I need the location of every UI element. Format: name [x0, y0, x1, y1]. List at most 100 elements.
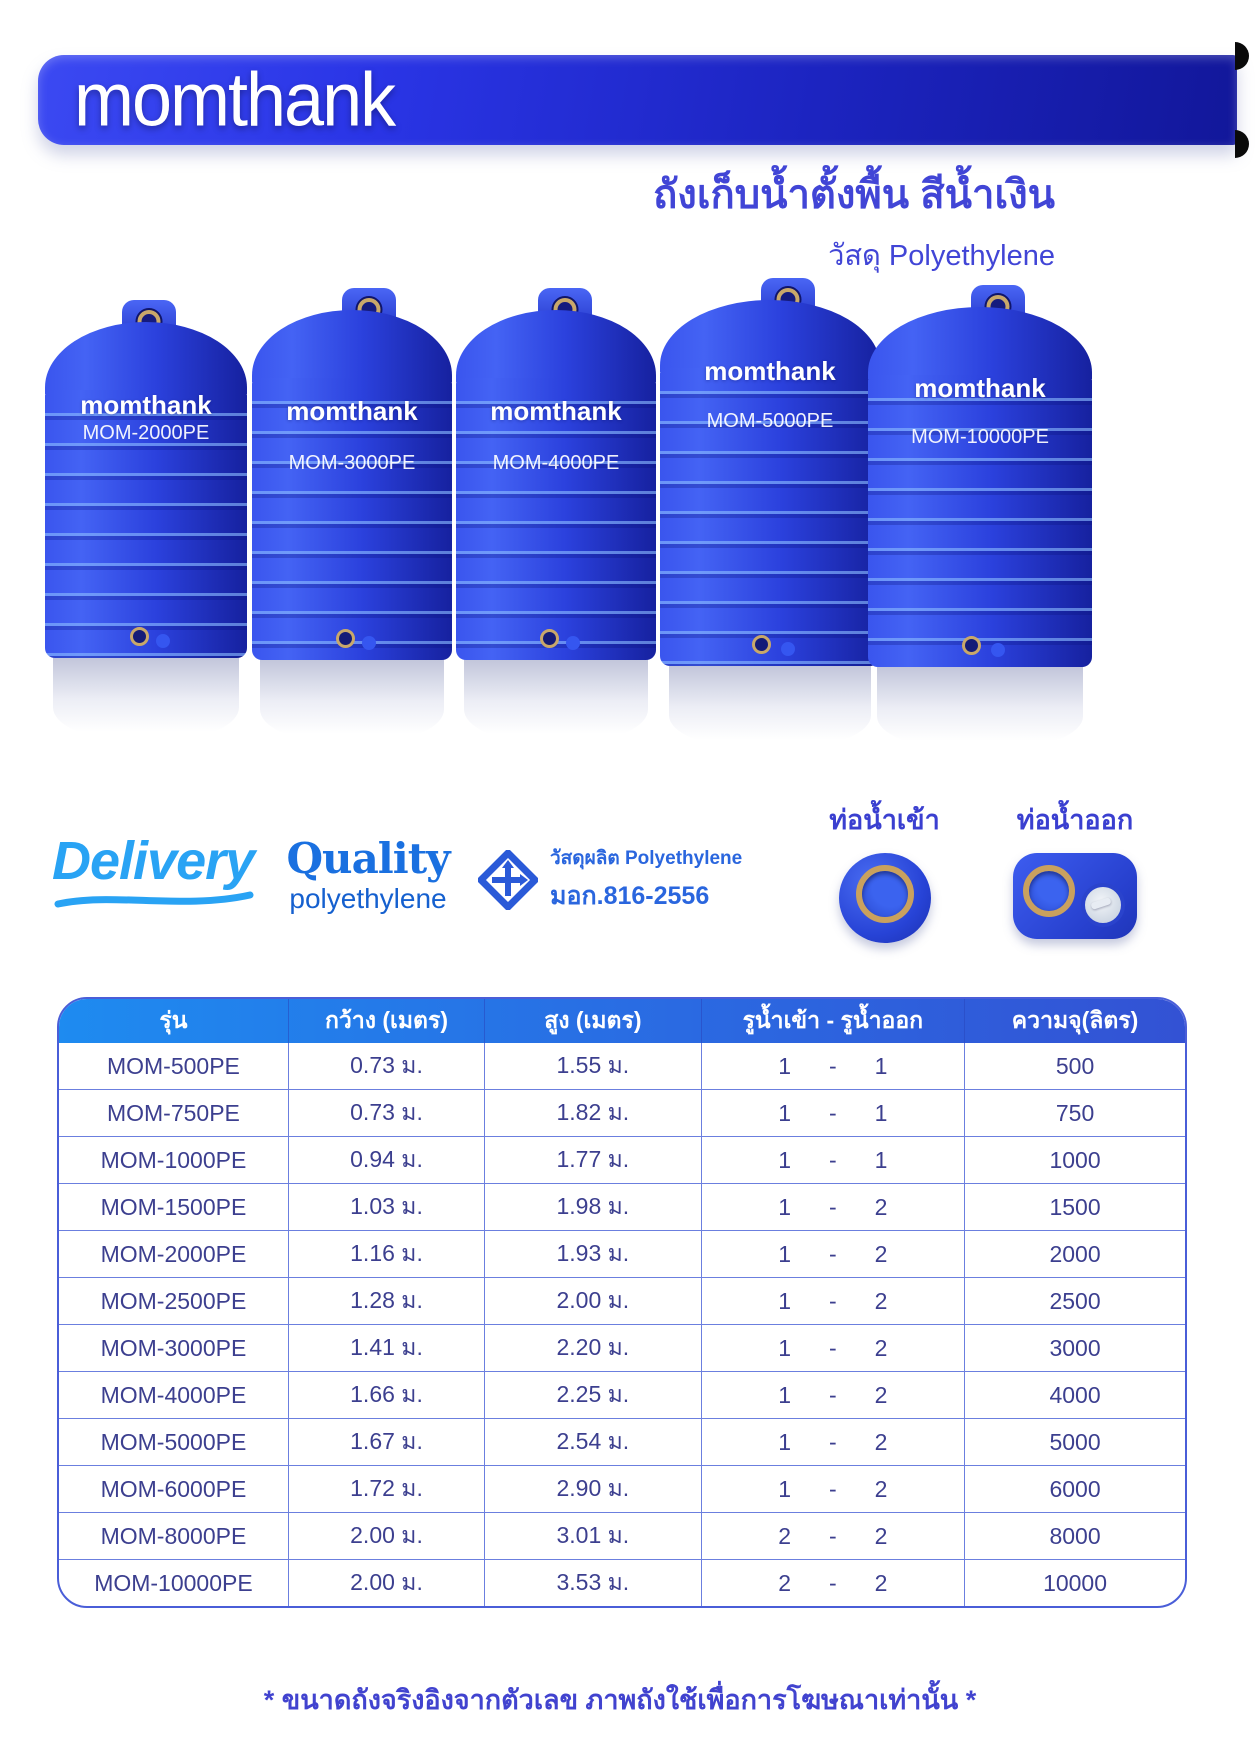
height-cell: 2.00 ม.	[485, 1278, 702, 1324]
banner-clip-bottom	[1235, 130, 1249, 158]
height-cell: 2.54 ม.	[485, 1419, 702, 1465]
tank-bottom-plug	[781, 642, 795, 656]
tank-bottom-fitting	[752, 635, 772, 654]
quality-logo: Quality	[286, 834, 450, 883]
height-cell: 1.77 ม.	[485, 1137, 702, 1183]
model-cell: MOM-3000PE	[59, 1325, 289, 1371]
height-cell: 2.25 ม.	[485, 1372, 702, 1418]
outlet-count: 2	[874, 1428, 888, 1455]
delivery-logo: Delivery	[52, 831, 255, 891]
width-cell: 1.16 ม.	[289, 1231, 486, 1277]
inlet-outlet-cell: 1 - 1	[702, 1043, 966, 1089]
outlet-count: 1	[874, 1052, 888, 1079]
table-row: MOM-2000PE 1.16 ม. 1.93 ม. 1 - 2 2000	[59, 1231, 1185, 1278]
tank-reflection	[260, 660, 444, 742]
inlet-outlet-cell: 1 - 2	[702, 1231, 966, 1277]
inlet-outlet-cell: 1 - 2	[702, 1372, 966, 1418]
inlet-outlet-cell: 2 - 2	[702, 1513, 966, 1559]
height-cell: 1.82 ม.	[485, 1090, 702, 1136]
capacity-cell: 5000	[1049, 1428, 1101, 1455]
tis-certification-icon	[478, 849, 538, 910]
outlet-pipe-label: ท่อน้ำออก	[1016, 805, 1134, 835]
table-row: MOM-500PE 0.73 ม. 1.55 ม. 1 - 1 500	[59, 1043, 1185, 1090]
tank-brand-label: momthank	[80, 389, 212, 420]
banner-clip-top	[1235, 42, 1249, 70]
table-row: MOM-1000PE 0.94 ม. 1.77 ม. 1 - 1 1000	[59, 1137, 1185, 1184]
delivery-badge: Delivery	[52, 830, 257, 912]
tank-body	[660, 368, 880, 666]
outlet-count: 1	[874, 1099, 888, 1126]
tank-dome	[45, 322, 247, 394]
inlet-outlet-cell: 1 - 1	[702, 1090, 966, 1136]
table-header-cell: ความจุ(ลิตร)	[1011, 1007, 1139, 1033]
tank-bottom-plug	[991, 643, 1006, 657]
inlet-pipe-block: ท่อน้ำเข้า	[812, 798, 957, 943]
capacity-cell: 500	[1055, 1052, 1095, 1079]
outlet-count: 2	[874, 1381, 888, 1408]
dash: -	[828, 1240, 837, 1267]
dash: -	[828, 1569, 837, 1596]
width-cell: 0.73 ม.	[289, 1090, 486, 1136]
inlet-outlet-cell: 1 - 2	[702, 1184, 966, 1230]
inlet-count: 1	[778, 1287, 791, 1314]
tis-material-label: วัสดุผลิต Polyethylene	[550, 848, 743, 869]
dash: -	[828, 1334, 837, 1361]
table-header-cell: รูน้ำเข้า - รูน้ำออก	[702, 999, 966, 1043]
height-cell: 2.20 ม.	[485, 1325, 702, 1371]
outlet-count: 2	[874, 1240, 888, 1267]
height-cell: 3.01 ม.	[485, 1513, 702, 1559]
outlet-count: 1	[874, 1146, 888, 1173]
inlet-count: 1	[778, 1146, 791, 1173]
dash: -	[828, 1287, 837, 1314]
tank-bottom-plug	[362, 636, 376, 650]
height-cell: 1.93 ม.	[485, 1231, 702, 1277]
dash: -	[828, 1428, 837, 1455]
tank-model-label: MOM-4000PE	[492, 451, 620, 474]
tank-reflection	[876, 667, 1084, 749]
water-tank: momthank MOM-10000PE	[868, 285, 1092, 749]
inlet-outlet-cell: 1 - 2	[702, 1325, 966, 1371]
capacity-cell: 10000	[1043, 1569, 1108, 1596]
tank-bottom-fitting	[336, 629, 355, 648]
width-cell: 1.72 ม.	[289, 1466, 486, 1512]
inlet-count: 2	[778, 1522, 791, 1549]
inlet-count: 2	[778, 1569, 791, 1596]
capacity-cell: 4000	[1049, 1381, 1101, 1408]
brand-logo-text: momthank	[74, 57, 396, 143]
model-cell: MOM-2000PE	[59, 1231, 289, 1277]
width-cell: 1.41 ม.	[289, 1325, 486, 1371]
inlet-pipe-label: ท่อน้ำเข้า	[829, 805, 940, 835]
width-cell: 1.03 ม.	[289, 1184, 486, 1230]
outlet-count: 2	[874, 1287, 888, 1314]
table-row: MOM-2500PE 1.28 ม. 2.00 ม. 1 - 2 2500	[59, 1278, 1185, 1325]
tank-dome	[868, 307, 1092, 379]
outlet-count: 2	[874, 1193, 888, 1220]
outlet-pipe-photo	[1013, 853, 1137, 939]
table-row: MOM-4000PE 1.66 ม. 2.25 ม. 1 - 2 4000	[59, 1372, 1185, 1419]
tank-bottom-fitting	[540, 629, 559, 648]
table-row: MOM-10000PE 2.00 ม. 3.53 ม. 2 - 2 10000	[59, 1560, 1185, 1606]
tank-model-label: MOM-10000PE	[911, 426, 1049, 449]
capacity-cell: 3000	[1049, 1334, 1101, 1361]
inlet-outlet-cell: 2 - 2	[702, 1560, 966, 1606]
capacity-cell: 6000	[1049, 1475, 1101, 1502]
inlet-count: 1	[778, 1193, 791, 1220]
outlet-count: 2	[874, 1569, 888, 1596]
tank-body	[252, 378, 452, 660]
inlet-pipe-photo	[838, 853, 931, 943]
inlet-count: 1	[778, 1334, 791, 1361]
width-cell: 0.73 ม.	[289, 1043, 486, 1089]
tank-body	[868, 375, 1092, 667]
height-cell: 1.98 ม.	[485, 1184, 702, 1230]
model-cell: MOM-1000PE	[59, 1137, 289, 1183]
model-cell: MOM-500PE	[59, 1043, 289, 1089]
inlet-count: 1	[778, 1052, 791, 1079]
tank-dome	[456, 310, 656, 382]
outlet-pipe-block: ท่อน้ำออก	[1000, 798, 1150, 939]
dash: -	[828, 1099, 837, 1126]
tank-reflection	[464, 660, 648, 742]
inlet-count: 1	[778, 1381, 791, 1408]
spec-table: รุ่น กว้าง (เมตร) สูง (เมตร) รูน้ำเข้า - รู…	[57, 997, 1187, 1608]
tank-body	[45, 390, 247, 658]
